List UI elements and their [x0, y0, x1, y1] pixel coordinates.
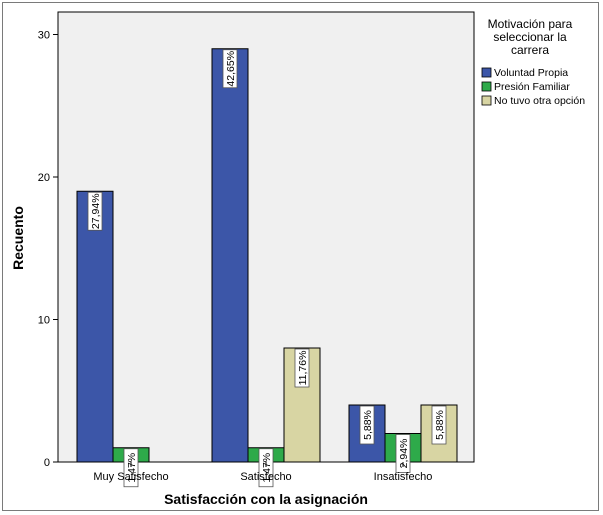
y-tick-label: 10 [38, 315, 50, 327]
data-label-text: 27,94% [90, 193, 102, 229]
y-axis-title: Recuento [10, 206, 26, 270]
x-axis-title: Satisfacción con la asignación [164, 491, 368, 507]
data-label-box [359, 405, 375, 445]
x-tick-label: Muy Satisfecho [93, 471, 168, 483]
data-label-box [294, 348, 310, 388]
data-label: 5,88% [359, 405, 375, 445]
legend-title-line: carrera [511, 43, 549, 57]
data-label-text: 5,88% [362, 410, 374, 440]
data-label-text: 2,94% [398, 439, 410, 469]
data-label: 5,88% [431, 405, 447, 445]
y-tick-label: 20 [38, 172, 50, 184]
legend-swatch [481, 67, 492, 78]
data-label-text: 42,65% [225, 51, 237, 87]
data-label-box [222, 49, 238, 89]
data-label: 1,47% [258, 448, 274, 488]
bar [76, 190, 114, 463]
plot-area [57, 11, 475, 463]
data-label-text: 5,88% [434, 410, 446, 440]
data-label-box [258, 448, 274, 488]
y-tick-label: 30 [38, 30, 50, 42]
x-tick-label: Satisfecho [240, 471, 291, 483]
legend-swatch [481, 81, 492, 92]
y-tick-label: 0 [44, 457, 50, 469]
data-label: 11,76% [294, 348, 310, 388]
data-label-box [123, 448, 139, 488]
legend-title-line: seleccionar la [493, 30, 567, 44]
data-label-box [87, 191, 103, 231]
legend-label: Voluntad Propia [494, 67, 568, 79]
legend-label: Presión Familiar [494, 81, 570, 93]
data-label-text: 1,47% [126, 453, 138, 483]
data-label-text: 11,76% [297, 351, 309, 386]
x-tick-label: Insatisfecho [374, 471, 433, 483]
bar [211, 48, 249, 463]
data-label: 42,65% [222, 49, 238, 89]
legend-label: No tuvo otra opción [494, 95, 585, 107]
data-label: 2,94% [395, 434, 411, 473]
data-label: 1,47% [123, 448, 139, 488]
data-label: 27,94% [87, 191, 103, 231]
data-label-box [431, 405, 447, 445]
data-label-box [395, 434, 411, 473]
legend-title-line: Motivación para [488, 17, 573, 31]
data-label-text: 1,47% [261, 453, 273, 483]
legend-swatch [481, 95, 492, 106]
